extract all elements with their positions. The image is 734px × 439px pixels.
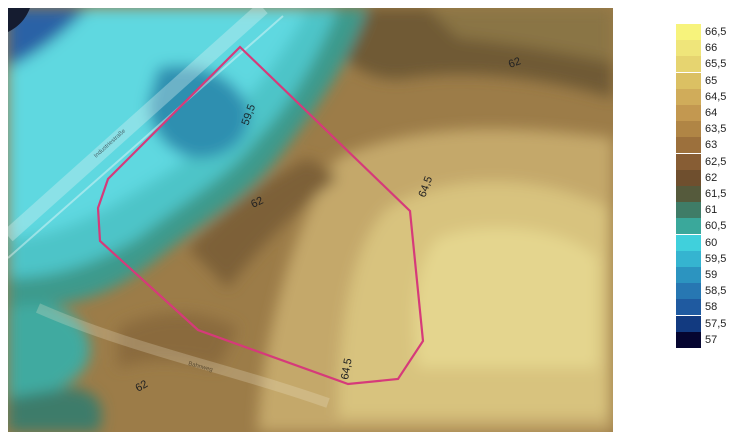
legend-label: 59,5 xyxy=(705,252,727,265)
site-boundary-polygon[interactable] xyxy=(96,45,425,386)
legend-label: 57,5 xyxy=(705,317,727,330)
legend-label: 58,5 xyxy=(705,285,727,298)
legend-label: 57 xyxy=(705,333,718,346)
legend-swatch xyxy=(676,202,701,219)
legend-label: 64 xyxy=(705,107,718,119)
legend-swatch xyxy=(676,105,701,121)
legend-swatch xyxy=(676,186,701,202)
legend-label: 65 xyxy=(705,74,718,87)
legend-swatch xyxy=(676,40,701,57)
legend-label: 60 xyxy=(705,236,718,249)
legend-label: 63,5 xyxy=(705,123,727,136)
legend-swatch xyxy=(676,299,701,316)
legend-label: 62,5 xyxy=(705,155,727,168)
legend-label: 59 xyxy=(705,269,718,281)
contour-label: 62 xyxy=(134,378,151,395)
legend-label: 64,5 xyxy=(705,90,727,103)
legend-swatch xyxy=(676,88,701,105)
contour-label: 64,5 xyxy=(339,357,355,380)
legend-label: 60,5 xyxy=(705,220,727,233)
legend-swatch xyxy=(676,169,701,186)
legend-label: 66 xyxy=(705,42,718,55)
elevation-legend: 66,5 66 65,5 65 64,5 64 63,5 63 62,5 62 61,5 61 60,5… xyxy=(676,24,734,439)
legend-label: 65,5 xyxy=(705,58,727,71)
legend-swatch xyxy=(676,315,701,332)
legend-swatch xyxy=(676,218,701,235)
legend-swatch xyxy=(676,267,701,283)
legend-swatch xyxy=(676,283,701,300)
elevation-map[interactable]: 59,5 62 64,5 62 64,5 62 Industriestraße … xyxy=(8,8,613,432)
legend-label: 66,5 xyxy=(705,26,727,38)
contour-label: 62 xyxy=(249,195,265,211)
legend-swatch xyxy=(676,153,701,170)
legend-swatch xyxy=(676,121,701,138)
legend-label: 61,5 xyxy=(705,188,727,200)
legend-label: 61 xyxy=(705,204,718,217)
legend-swatch xyxy=(676,56,701,73)
legend-label: 58 xyxy=(705,301,718,314)
legend-label: 62 xyxy=(705,171,718,184)
legend-swatch xyxy=(676,137,701,154)
legend-swatch xyxy=(676,234,701,251)
legend-swatch xyxy=(676,250,701,267)
legend-swatch xyxy=(676,331,701,348)
legend-swatch xyxy=(676,24,701,40)
legend-label: 63 xyxy=(705,139,718,152)
contour-label: 62 xyxy=(507,55,523,70)
legend-swatch xyxy=(676,72,701,89)
